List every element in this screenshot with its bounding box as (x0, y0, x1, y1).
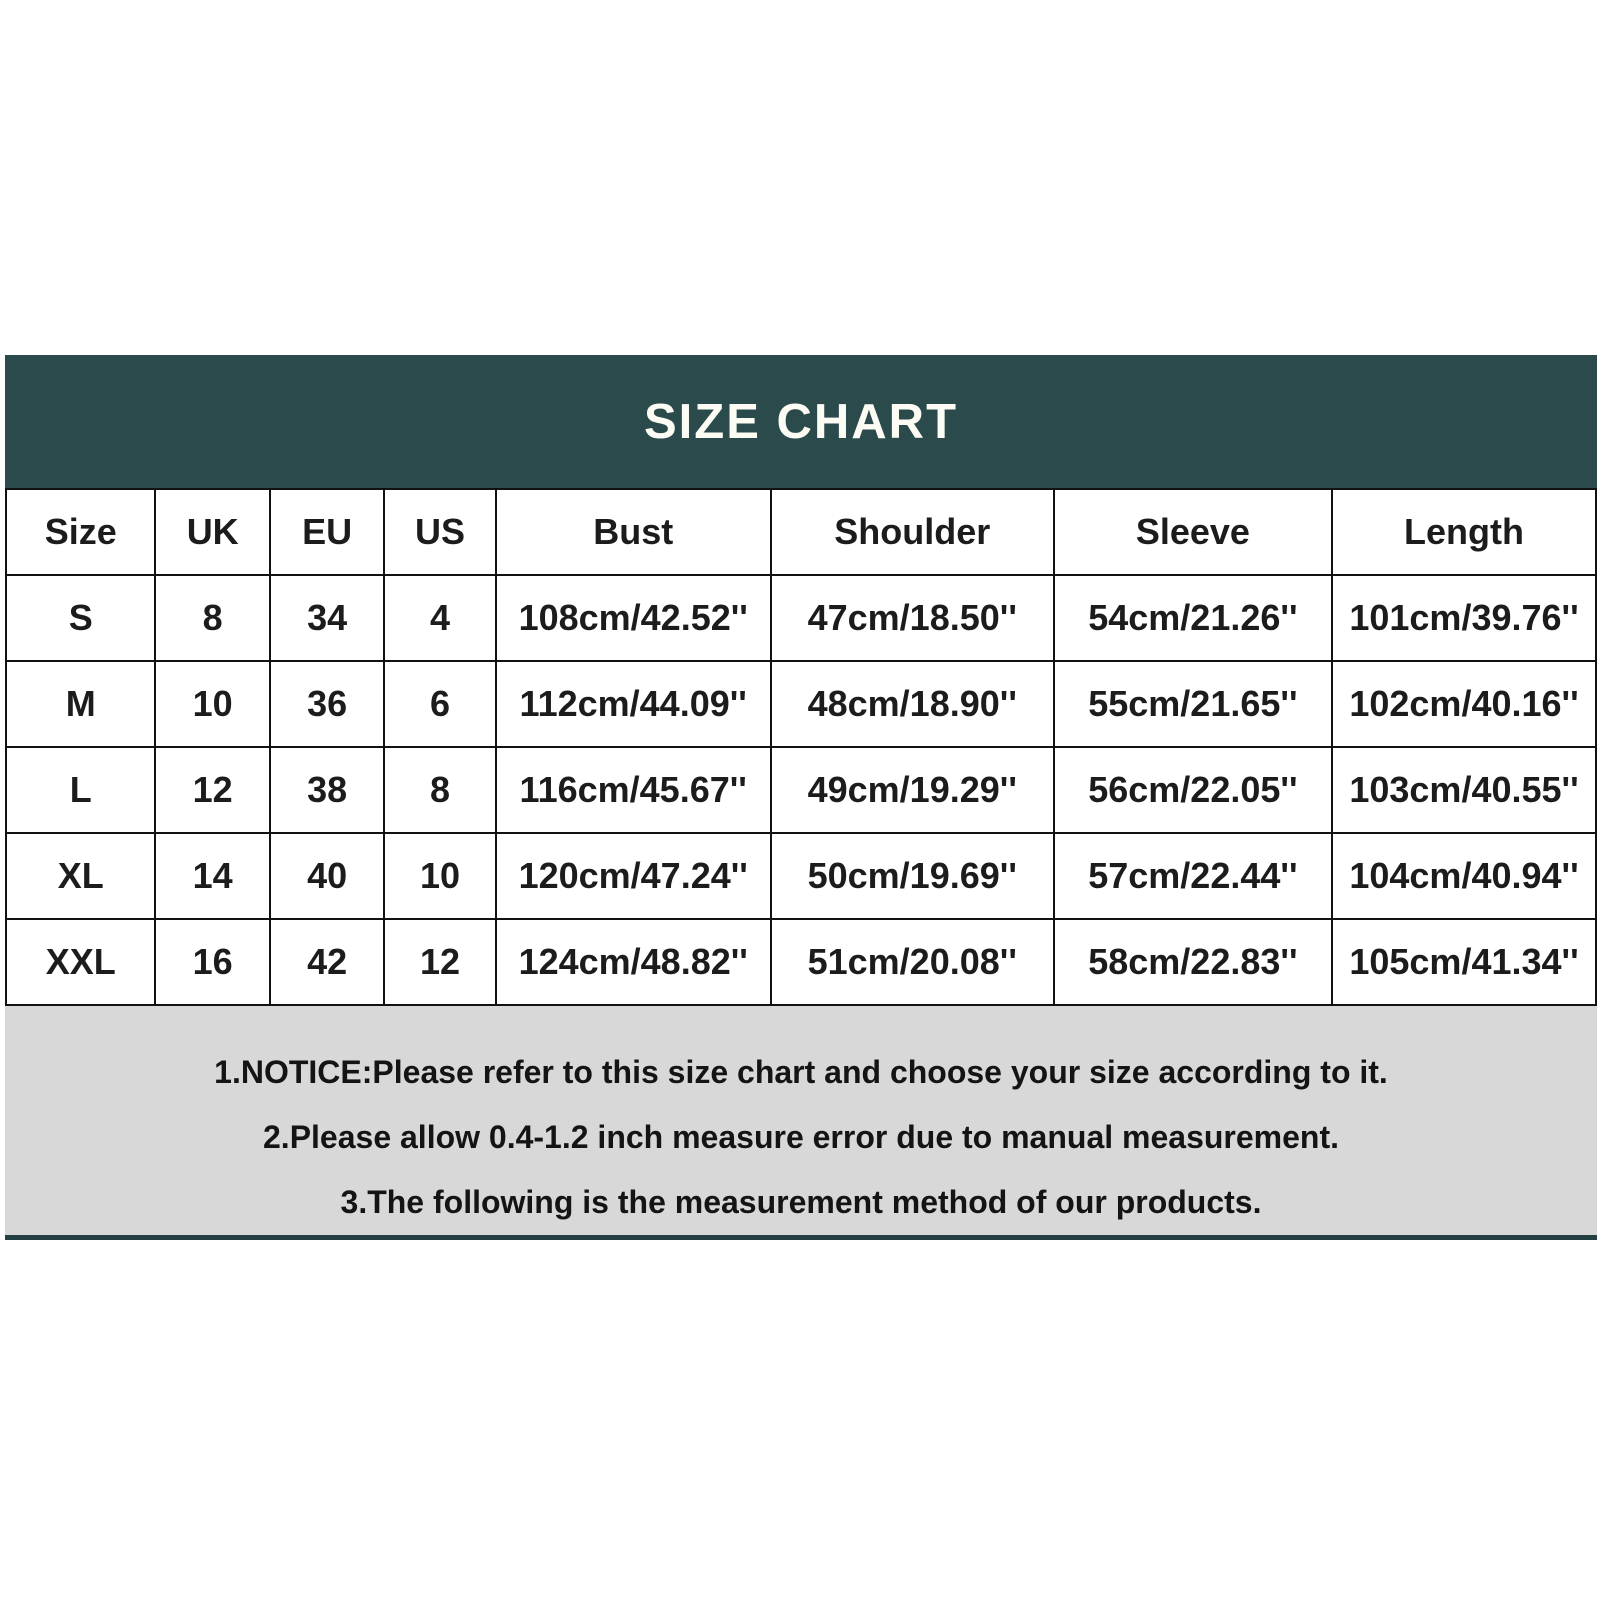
cell-xl-size: XL (4, 832, 157, 920)
cell-xxl-size: XXL (4, 918, 157, 1006)
size-row-xl: XL 14 40 10 120cm/47.24'' 50cm/19.69'' 57cm/22… (4, 832, 1597, 920)
notice-section: 1.NOTICE:Please refer to this size chart… (5, 1006, 1597, 1240)
cell-m-uk: 10 (154, 660, 271, 748)
cell-xxl-sleeve: 58cm/22.83'' (1052, 918, 1334, 1006)
column-header-shoulder: Shoulder (769, 488, 1055, 576)
cell-s-uk: 8 (154, 574, 271, 662)
size-row-s: S 8 34 4 108cm/42.52'' 47cm/18.50'' 54cm/21.26… (4, 574, 1597, 662)
cell-m-bust: 112cm/44.09'' (494, 660, 772, 748)
cell-xxl-bust: 124cm/48.82'' (494, 918, 772, 1006)
cell-xl-length: 104cm/40.94'' (1331, 832, 1597, 920)
column-header-uk: UK (154, 488, 271, 576)
cell-s-bust: 108cm/42.52'' (494, 574, 772, 662)
size-chart-block: SIZE CHART Size UK EU US Bust Shoulder Sleeve L… (4, 355, 1597, 1240)
cell-xxl-us: 12 (383, 918, 497, 1006)
cell-m-us: 6 (383, 660, 497, 748)
cell-l-bust: 116cm/45.67'' (494, 746, 772, 834)
cell-xl-shoulder: 50cm/19.69'' (769, 832, 1055, 920)
cell-l-size: L (4, 746, 157, 834)
cell-l-eu: 38 (268, 746, 386, 834)
size-table: Size UK EU US Bust Shoulder Sleeve Length S 8 34 4… (4, 488, 1597, 1006)
size-row-xxl: XXL 16 42 12 124cm/48.82'' 51cm/20.08'' 58cm/2… (4, 918, 1597, 1006)
cell-l-shoulder: 49cm/19.29'' (769, 746, 1055, 834)
size-chart-title: SIZE CHART (644, 394, 958, 449)
cell-s-us: 4 (383, 574, 497, 662)
size-row-l: L 12 38 8 116cm/45.67'' 49cm/19.29'' 56cm/22.0… (4, 746, 1597, 834)
cell-s-sleeve: 54cm/21.26'' (1052, 574, 1334, 662)
size-row-m: M 10 36 6 112cm/44.09'' 48cm/18.90'' 55cm/21.6… (4, 660, 1597, 748)
cell-xxl-eu: 42 (268, 918, 386, 1006)
column-header-sleeve: Sleeve (1052, 488, 1334, 576)
cell-s-length: 101cm/39.76'' (1331, 574, 1597, 662)
cell-s-shoulder: 47cm/18.50'' (769, 574, 1055, 662)
cell-xl-sleeve: 57cm/22.44'' (1052, 832, 1334, 920)
cell-m-sleeve: 55cm/21.65'' (1052, 660, 1334, 748)
cell-l-us: 8 (383, 746, 497, 834)
cell-m-length: 102cm/40.16'' (1331, 660, 1597, 748)
cell-xxl-shoulder: 51cm/20.08'' (769, 918, 1055, 1006)
notice-line-3: 3.The following is the measurement metho… (340, 1184, 1262, 1220)
notice-line-2: 2.Please allow 0.4-1.2 inch measure erro… (263, 1119, 1339, 1155)
size-table-header-row: Size UK EU US Bust Shoulder Sleeve Length (4, 488, 1597, 576)
cell-m-eu: 36 (268, 660, 386, 748)
cell-xl-eu: 40 (268, 832, 386, 920)
cell-xl-uk: 14 (154, 832, 271, 920)
cell-l-sleeve: 56cm/22.05'' (1052, 746, 1334, 834)
cell-xl-us: 10 (383, 832, 497, 920)
column-header-length: Length (1331, 488, 1597, 576)
column-header-size: Size (4, 488, 157, 576)
cell-m-size: M (4, 660, 157, 748)
cell-m-shoulder: 48cm/18.90'' (769, 660, 1055, 748)
size-table-body: S 8 34 4 108cm/42.52'' 47cm/18.50'' 54cm/21.26… (4, 574, 1597, 1006)
size-chart-title-bar: SIZE CHART (5, 355, 1597, 488)
notice-line-1: 1.NOTICE:Please refer to this size chart… (214, 1054, 1388, 1090)
cell-s-size: S (4, 574, 157, 662)
cell-xl-bust: 120cm/47.24'' (494, 832, 772, 920)
column-header-eu: EU (268, 488, 386, 576)
column-header-bust: Bust (494, 488, 772, 576)
cell-xxl-length: 105cm/41.34'' (1331, 918, 1597, 1006)
cell-s-eu: 34 (268, 574, 386, 662)
cell-l-uk: 12 (154, 746, 271, 834)
column-header-us: US (383, 488, 497, 576)
cell-l-length: 103cm/40.55'' (1331, 746, 1597, 834)
cell-xxl-uk: 16 (154, 918, 271, 1006)
